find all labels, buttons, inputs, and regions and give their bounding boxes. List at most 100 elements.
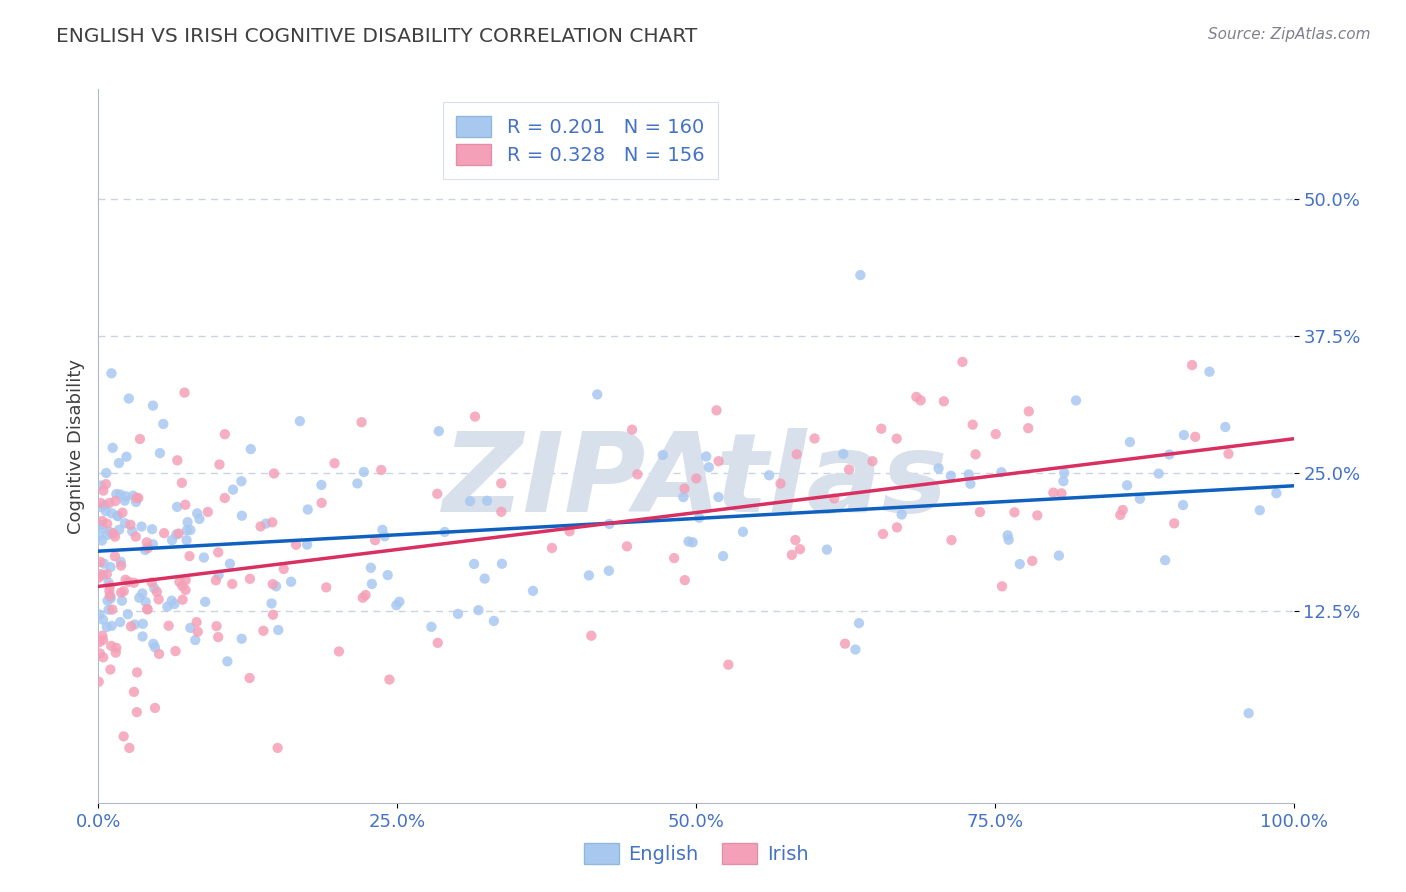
Point <box>491 476 513 491</box>
Point <box>179 549 201 564</box>
Point <box>991 579 1014 593</box>
Point <box>122 575 145 590</box>
Point <box>1213 420 1236 434</box>
Point <box>89 607 111 622</box>
Point <box>110 585 132 599</box>
Point <box>785 533 807 547</box>
Point <box>160 593 183 607</box>
Point <box>890 508 912 522</box>
Point <box>1116 478 1139 492</box>
Point <box>264 579 287 593</box>
Point <box>115 450 138 464</box>
Point <box>288 414 311 428</box>
Point <box>148 647 170 661</box>
Point <box>385 599 408 613</box>
Point <box>848 616 870 631</box>
Point <box>100 663 122 677</box>
Point <box>952 355 974 369</box>
Point <box>231 475 253 489</box>
Point <box>315 580 337 594</box>
Point <box>100 590 122 604</box>
Point <box>731 524 754 539</box>
Point <box>111 593 134 607</box>
Point <box>522 583 544 598</box>
Text: Source: ZipAtlas.com: Source: ZipAtlas.com <box>1208 27 1371 42</box>
Point <box>311 478 333 492</box>
Point <box>651 448 673 462</box>
Point <box>89 647 111 661</box>
Point <box>673 573 696 587</box>
Point <box>707 490 730 504</box>
Point <box>1265 486 1288 500</box>
Point <box>214 491 236 505</box>
Point <box>122 685 145 699</box>
Point <box>695 450 717 464</box>
Point <box>905 390 928 404</box>
Point <box>111 506 134 520</box>
Point <box>581 629 603 643</box>
Point <box>136 602 159 616</box>
Point <box>186 615 208 629</box>
Point <box>169 574 191 589</box>
Point <box>101 602 124 616</box>
Point <box>626 467 648 482</box>
Point <box>231 632 253 646</box>
Point <box>105 640 128 655</box>
Point <box>122 489 145 503</box>
Point <box>1181 358 1204 372</box>
Point <box>1129 491 1152 506</box>
Point <box>149 446 172 460</box>
Point <box>125 491 148 505</box>
Point <box>96 593 118 607</box>
Point <box>142 537 165 551</box>
Point <box>578 568 600 582</box>
Point <box>297 502 319 516</box>
Point <box>1198 365 1220 379</box>
Point <box>959 476 981 491</box>
Point <box>174 498 197 512</box>
Point <box>682 535 704 549</box>
Point <box>370 463 392 477</box>
Point <box>697 460 720 475</box>
Text: ZIPAtlas: ZIPAtlas <box>443 428 949 535</box>
Point <box>193 550 215 565</box>
Point <box>98 583 121 598</box>
Point <box>984 427 1007 442</box>
Point <box>219 557 242 571</box>
Point <box>125 705 148 719</box>
Point <box>142 399 165 413</box>
Point <box>862 454 884 468</box>
Point <box>141 575 163 590</box>
Point <box>870 422 893 436</box>
Point <box>90 496 112 510</box>
Point <box>87 674 110 689</box>
Point <box>222 483 245 497</box>
Point <box>141 522 163 536</box>
Point <box>758 468 780 483</box>
Point <box>997 528 1019 542</box>
Point <box>1112 503 1135 517</box>
Point <box>98 524 121 539</box>
Point <box>458 494 481 508</box>
Point <box>89 555 111 569</box>
Point <box>120 517 142 532</box>
Point <box>208 458 231 472</box>
Point <box>239 671 262 685</box>
Point <box>221 577 243 591</box>
Point <box>491 505 513 519</box>
Point <box>266 740 288 755</box>
Point <box>96 516 118 531</box>
Point <box>706 403 728 417</box>
Point <box>823 491 845 506</box>
Legend: English, Irish: English, Irish <box>576 835 815 871</box>
Point <box>260 597 283 611</box>
Point <box>105 487 128 501</box>
Point <box>1064 393 1087 408</box>
Point <box>96 466 118 480</box>
Point <box>194 595 217 609</box>
Point <box>997 533 1019 547</box>
Point <box>598 516 620 531</box>
Point <box>1052 474 1074 488</box>
Point <box>179 621 201 635</box>
Point <box>311 496 333 510</box>
